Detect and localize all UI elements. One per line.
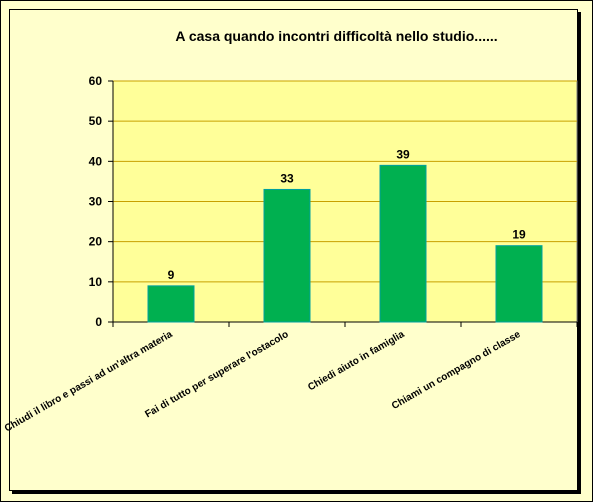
y-tick-label: 30 [89,195,103,209]
y-tick-label: 50 [89,114,103,128]
data-label: 19 [512,228,526,242]
y-tick-label: 60 [89,74,103,88]
data-label: 39 [396,147,410,161]
y-tick-label: 10 [89,275,103,289]
bar [263,188,311,323]
x-category-label: Chiami un compagno di classe [390,329,523,412]
y-tick-label: 20 [89,235,103,249]
data-label: 9 [168,268,175,282]
bar [147,285,195,323]
data-label: 33 [280,171,294,185]
bar [379,164,427,323]
x-category-label: Chiedi aiuto in famiglia [306,329,407,393]
chart-title: A casa quando incontri difficoltà nello … [175,28,498,44]
y-tick-label: 0 [95,315,102,329]
bar [495,245,543,323]
y-tick-label: 40 [89,154,103,168]
